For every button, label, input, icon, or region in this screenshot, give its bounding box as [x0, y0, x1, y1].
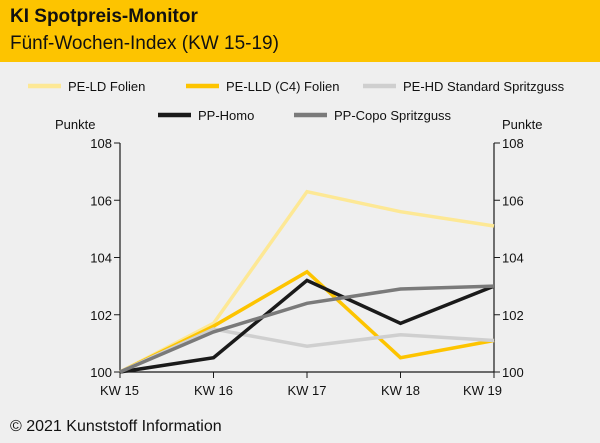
series-line-4 — [119, 278, 495, 374]
y-tick-label-left: 106 — [90, 193, 112, 208]
y-tick-label-right: 108 — [502, 136, 524, 151]
axes — [114, 142, 500, 378]
chart-subtitle: Fünf-Wochen-Index (KW 15-19) — [10, 33, 279, 54]
x-tick-label: KW 19 — [463, 383, 502, 398]
legend-label: PP-Copo Spritzguss — [334, 108, 452, 123]
line-chart: PE-LD Folien PE-LLD (C4) Folien PE-HD Stan… — [28, 79, 565, 398]
y-tick-label-right: 100 — [502, 365, 524, 380]
y-tick-label-left: 100 — [90, 365, 112, 380]
legend: PE-LD Folien PE-LLD (C4) Folien PE-HD Stan… — [28, 79, 565, 123]
legend-label: PE-LD Folien — [68, 79, 145, 94]
y-tick-label-left: 108 — [90, 136, 112, 151]
copyright-footer: © 2021 Kunststoff Information — [10, 418, 222, 435]
x-tick-label: KW 16 — [194, 383, 233, 398]
series-lines — [119, 189, 495, 374]
y-axis-label-left: Punkte — [55, 117, 95, 132]
tick-labels: 100 100 102 102 104 104 106 106 108 108 KW 15 KW 16… — [90, 136, 523, 398]
y-tick-label-left: 102 — [90, 308, 112, 323]
y-tick-label-right: 104 — [502, 251, 524, 266]
legend-label: PE-LLD (C4) Folien — [226, 79, 339, 94]
legend-label: PP-Homo — [198, 108, 254, 123]
x-tick-label: KW 15 — [100, 383, 139, 398]
y-tick-label-right: 102 — [502, 308, 524, 323]
x-tick-label: KW 17 — [287, 383, 326, 398]
y-tick-label-left: 104 — [90, 251, 112, 266]
legend-label: PE-HD Standard Spritzguss — [403, 79, 565, 94]
y-axis-label-right: Punkte — [502, 117, 542, 132]
x-tick-label: KW 18 — [381, 383, 420, 398]
series-line-5 — [119, 284, 495, 374]
series-line-3 — [119, 327, 495, 374]
header-banner: KI Spotpreis-Monitor Fünf-Wochen-Index (… — [0, 0, 600, 62]
y-tick-label-right: 106 — [502, 193, 524, 208]
chart-title: KI Spotpreis-Monitor — [10, 6, 198, 27]
